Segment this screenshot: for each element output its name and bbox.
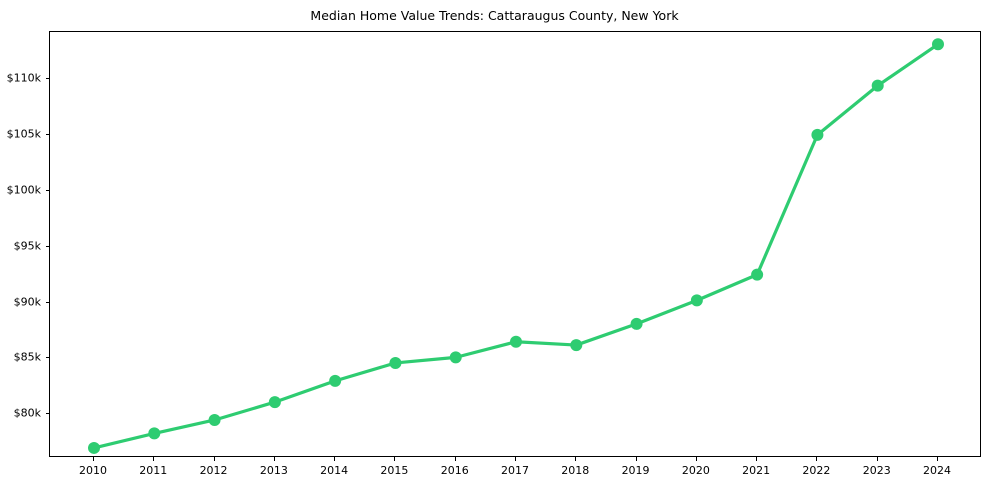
data-point-2016 [449, 351, 462, 364]
data-point-2012 [208, 413, 221, 426]
x-tick-label-2021: 2021 [742, 464, 771, 477]
y-tick-label-$100k: $100k [6, 183, 41, 197]
y-axis-tick-labels: $80k $85k $90k $95k $100k $105k $110k [0, 0, 41, 490]
data-point-2020 [690, 294, 703, 307]
y-tick-label-$80k: $80k [13, 406, 41, 420]
plot-area [49, 31, 981, 457]
x-tick-label-2014: 2014 [320, 464, 349, 477]
y-tick-label-$95k: $95k [13, 239, 41, 253]
x-tick-label-2020: 2020 [681, 464, 710, 477]
x-tick-label-2015: 2015 [380, 464, 409, 477]
x-tick-label-2023: 2023 [862, 464, 891, 477]
line-chart-svg [88, 38, 944, 454]
data-point-2011 [148, 427, 161, 440]
data-series-line [92, 42, 940, 450]
data-point-2014 [329, 374, 342, 387]
data-point-2013 [268, 396, 281, 409]
x-tick-label-2024: 2024 [922, 464, 951, 477]
x-tick-label-2019: 2019 [621, 464, 650, 477]
x-tick-label-2011: 2011 [139, 464, 168, 477]
y-tick-label-$85k: $85k [13, 350, 41, 364]
x-tick-label-2018: 2018 [561, 464, 590, 477]
x-tick-label-2010: 2010 [79, 464, 107, 477]
y-tick-label-$105k: $105k [6, 127, 41, 141]
x-tick-label-2016: 2016 [440, 464, 469, 477]
x-tick-label-2022: 2022 [802, 464, 831, 477]
data-point-2024 [931, 38, 944, 51]
y-tick-label-$110k: $110k [6, 71, 41, 85]
x-tick-label-2012: 2012 [199, 464, 228, 477]
chart-title: Median Home Value Trends: Cattaraugus Co… [310, 8, 679, 23]
data-point-2021 [751, 268, 764, 281]
data-point-2018 [570, 339, 583, 352]
x-tick-label-2017: 2017 [501, 464, 529, 477]
y-tick-label-$90k: $90k [13, 295, 41, 309]
data-point-2015 [389, 356, 402, 369]
data-point-markers [88, 38, 944, 454]
x-tick-label-2013: 2013 [259, 464, 288, 477]
data-point-2010 [88, 441, 101, 454]
data-point-2017 [510, 335, 522, 348]
data-point-2022 [811, 128, 824, 141]
data-point-2019 [630, 317, 643, 330]
data-point-2023 [871, 79, 884, 92]
